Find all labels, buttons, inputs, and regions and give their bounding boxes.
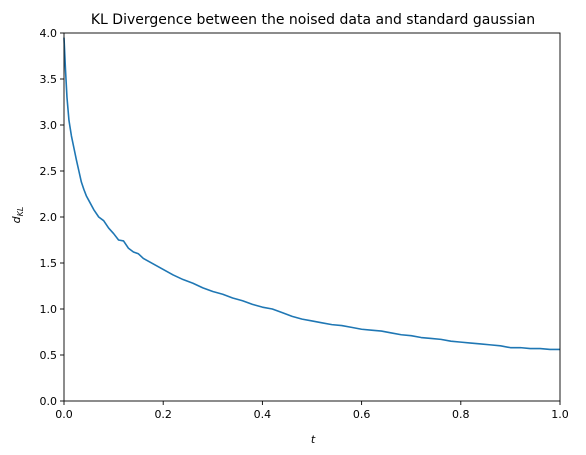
y-axis-label-subscript: KL [16, 207, 25, 217]
y-tick-label: 2.5 [40, 165, 58, 178]
y-tick-label: 4.0 [40, 27, 58, 40]
plot-frame [63, 32, 561, 402]
y-tick-label: 3.5 [40, 73, 58, 86]
y-tick-label: 1.5 [40, 257, 58, 270]
x-tick-label: 0.8 [452, 408, 470, 421]
plot-area [63, 32, 561, 402]
x-tick-label: 0.2 [154, 408, 172, 421]
x-axis-label: t [311, 433, 316, 446]
y-axis-label: dKL [10, 207, 25, 224]
x-tick-label: 0.6 [353, 408, 371, 421]
y-axis-ticks: 0.0 0.5 1.0 1.5 2.0 2.5 3.0 3.5 4.0 [40, 27, 64, 408]
series-line-0 [63, 37, 560, 351]
x-axis-ticks: 0.0 0.2 0.4 0.6 0.8 1.0 [55, 401, 569, 421]
y-tick-label: 1.0 [40, 303, 58, 316]
chart-title: KL Divergence between the noised data an… [91, 12, 535, 28]
y-tick-label: 0.0 [40, 395, 58, 408]
x-tick-label: 1.0 [551, 408, 569, 421]
x-tick-label: 0.0 [55, 408, 73, 421]
x-tick-label: 0.4 [254, 408, 272, 421]
y-tick-label: 3.0 [40, 119, 58, 132]
y-tick-label: 2.0 [40, 211, 58, 224]
y-tick-label: 0.5 [40, 349, 58, 362]
y-axis-label-main: d [10, 215, 23, 223]
